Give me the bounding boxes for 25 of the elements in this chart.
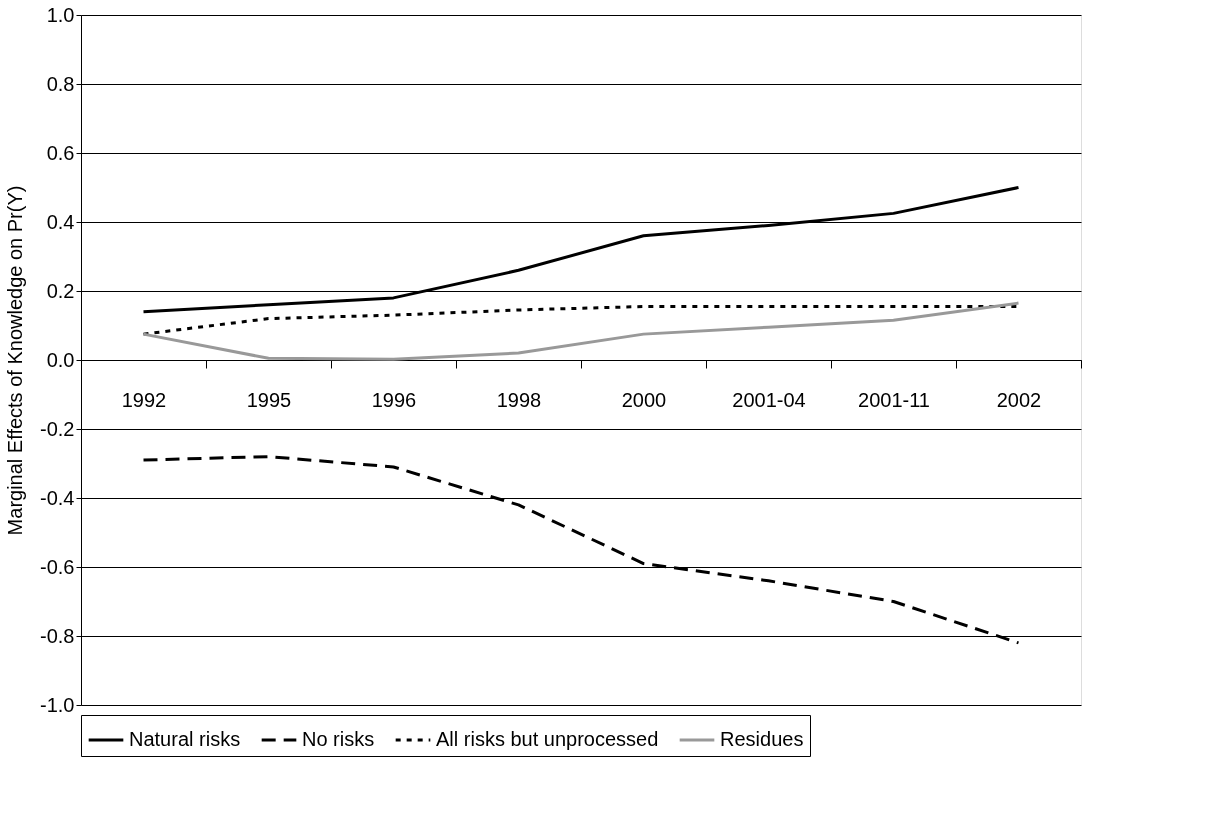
- x-tick-label: 1992: [121, 388, 167, 411]
- y-tick-label: 0.8: [46, 72, 75, 95]
- y-tick-label: -1.0: [40, 693, 75, 716]
- y-tick-label: 0.0: [46, 348, 75, 371]
- legend-label: All risks but unprocessed: [436, 728, 659, 750]
- x-tick-label: 1996: [371, 388, 417, 411]
- x-tick-label: 1995: [246, 388, 292, 411]
- x-tick-label: 2001-04: [732, 388, 806, 411]
- x-tick-label: 1998: [496, 388, 542, 411]
- y-tick-label: -0.4: [40, 486, 75, 509]
- line-series: [142, 301, 1020, 361]
- y-tick-label: 0.2: [46, 279, 75, 302]
- y-tick-label: -0.8: [40, 624, 75, 647]
- legend-label: Natural risks: [129, 728, 241, 750]
- legend-label: No risks: [302, 728, 375, 750]
- legend-label: Residues: [720, 728, 804, 750]
- y-tick-label: 0.6: [46, 141, 75, 164]
- y-axis-title: Marginal Effects of Knowledge on Pr(Y): [4, 185, 27, 536]
- y-tick-label: -0.6: [40, 555, 75, 578]
- y-tick-label: 0.4: [46, 210, 75, 233]
- x-tick-label: 2002: [996, 388, 1042, 411]
- x-tick-label: 2001-11: [858, 388, 930, 411]
- y-tick-label: -0.2: [40, 417, 75, 440]
- y-tick-label: 1.0: [46, 3, 75, 26]
- x-tick-label: 2000: [621, 388, 667, 411]
